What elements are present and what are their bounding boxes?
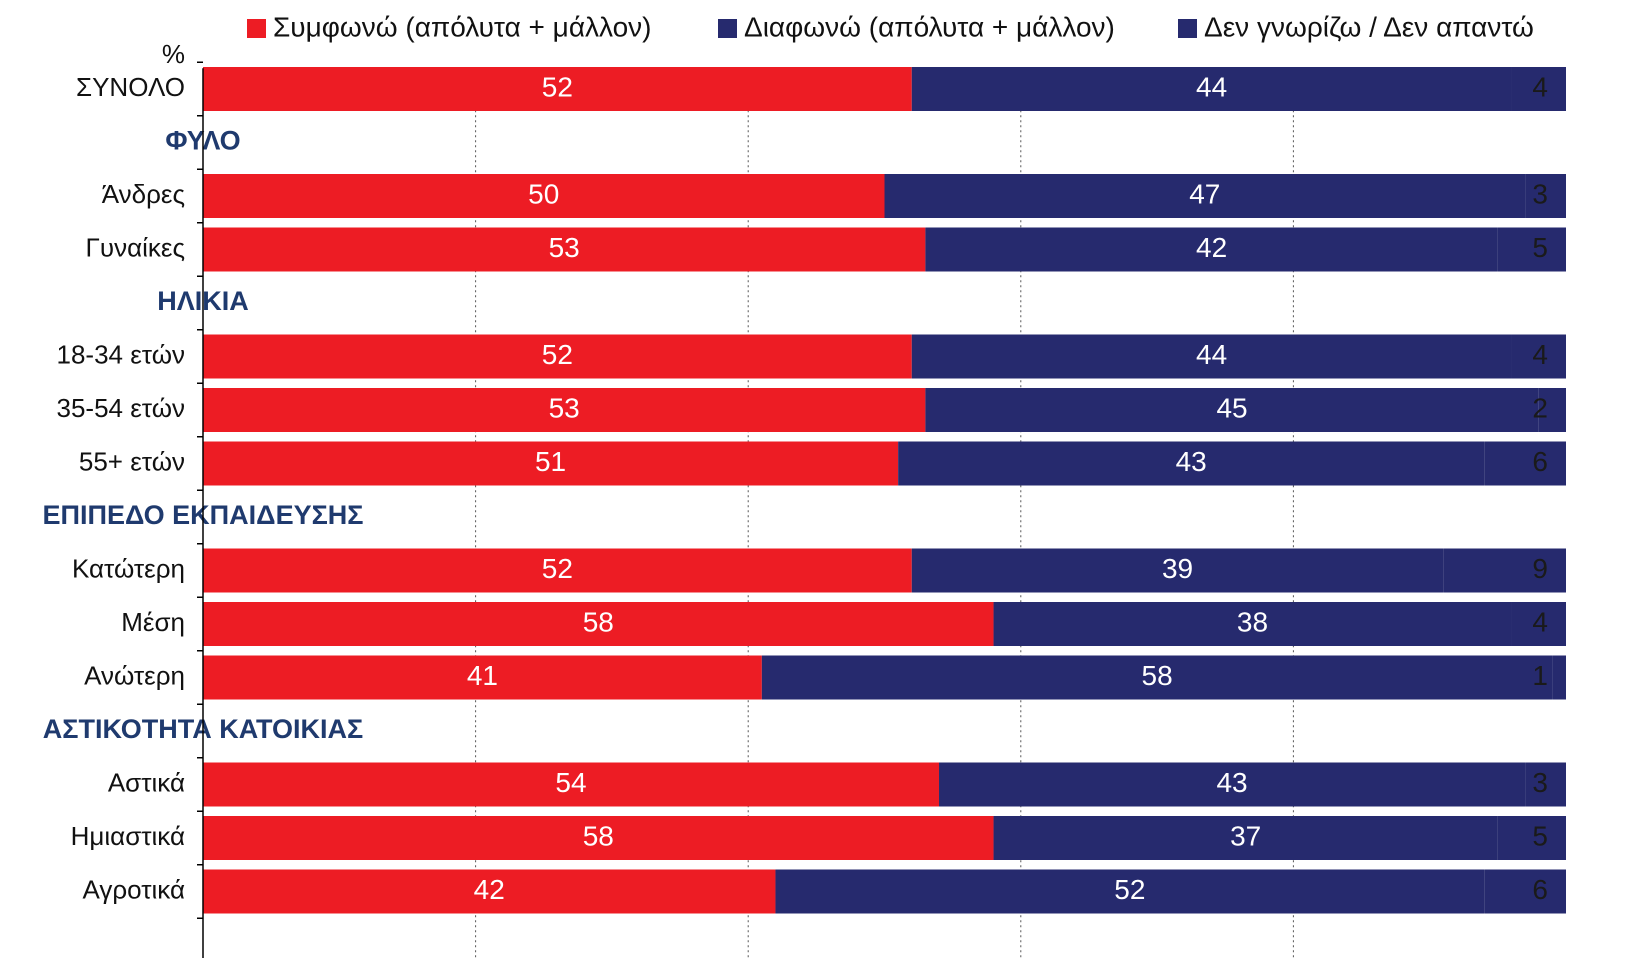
bar-segment	[925, 388, 1539, 432]
data-label: 38	[1237, 606, 1268, 637]
bar-segment	[1497, 227, 1566, 272]
data-label: 3	[1532, 178, 1548, 209]
y-tick-label: Ημιαστικά	[71, 821, 185, 851]
bar-segment	[898, 441, 1485, 486]
y-tick-label: 35-54 ετών	[56, 393, 185, 423]
bar-segment	[993, 816, 1498, 860]
data-label: 58	[583, 820, 614, 851]
data-label: 58	[583, 606, 614, 637]
data-label: 52	[542, 553, 573, 584]
data-label: 54	[555, 767, 586, 798]
bar-segment	[911, 334, 1512, 379]
data-label: 42	[474, 874, 505, 905]
data-label: 47	[1189, 178, 1220, 209]
data-label: 6	[1532, 446, 1548, 477]
bar-segment	[1511, 67, 1566, 111]
y-tick-label: ΣΥΝΟΛΟ	[76, 72, 185, 102]
y-tick-label: 55+ ετών	[79, 446, 185, 476]
bar-segment	[1484, 441, 1566, 486]
bar-segment	[203, 388, 926, 432]
bar-segment	[1497, 816, 1566, 860]
y-tick-label: Ανώτερη	[84, 660, 185, 690]
bar-segment	[1552, 655, 1566, 700]
data-label: 5	[1532, 232, 1548, 263]
bar-segment	[203, 816, 994, 860]
data-label: 52	[542, 339, 573, 370]
bar-segment	[939, 762, 1526, 807]
data-label: 52	[542, 71, 573, 102]
data-label: 45	[1216, 392, 1247, 423]
bar-segment	[203, 67, 912, 111]
data-label: 2	[1532, 392, 1548, 423]
data-label: 52	[1114, 874, 1145, 905]
data-label: 42	[1196, 232, 1227, 263]
y-tick-label: Μέση	[121, 607, 185, 637]
data-label: 5	[1532, 820, 1548, 851]
bar-segment	[1525, 174, 1566, 218]
data-label: 44	[1196, 71, 1227, 102]
bar-segment	[1538, 388, 1566, 432]
bar-segment	[925, 227, 1498, 272]
bar-segment	[761, 655, 1553, 700]
data-label: 43	[1216, 767, 1247, 798]
y-tick-label: Άνδρες	[102, 179, 185, 209]
bar-segment	[1511, 602, 1566, 646]
data-label: 53	[549, 232, 580, 263]
bar-segment	[203, 869, 776, 914]
bar-segment	[203, 174, 885, 218]
data-label: 4	[1532, 606, 1548, 637]
axis-unit-label: %	[162, 39, 185, 69]
legend-label: Συμφωνώ (απόλυτα + μάλλον)	[273, 11, 651, 42]
bar-segment	[884, 174, 1526, 218]
y-tick-label: Αστικά	[108, 767, 185, 797]
bar-segment	[911, 67, 1512, 111]
bar-segment	[1511, 334, 1566, 379]
bar-segment	[203, 334, 912, 379]
legend-swatch	[247, 19, 266, 38]
data-label: 6	[1532, 874, 1548, 905]
data-label: 53	[549, 392, 580, 423]
legend-swatch	[718, 19, 737, 38]
bar-segment	[203, 655, 762, 700]
bar-segment	[203, 227, 926, 272]
legend-label: Δεν γνωρίζω / Δεν απαντώ	[1204, 11, 1534, 42]
y-tick-label: Γυναίκες	[86, 232, 185, 262]
legend-label: Διαφωνώ (απόλυτα + μάλλον)	[744, 11, 1115, 42]
data-label: 4	[1532, 71, 1548, 102]
bar-segment	[775, 869, 1485, 914]
bar-segment	[911, 548, 1444, 593]
y-tick-label: 18-34 ετών	[56, 339, 185, 369]
bar-segment	[1484, 869, 1566, 914]
bar-segment	[1525, 762, 1566, 807]
data-label: 39	[1162, 553, 1193, 584]
legend-swatch	[1178, 19, 1197, 38]
bar-segment	[1443, 548, 1566, 593]
data-label: 37	[1230, 820, 1261, 851]
bar-segment	[203, 602, 994, 646]
data-label: 9	[1532, 553, 1548, 584]
y-tick-label: Κατώτερη	[72, 553, 185, 583]
data-label: 3	[1532, 767, 1548, 798]
data-label: 4	[1532, 339, 1548, 370]
data-label: 1	[1532, 660, 1548, 691]
bar-segment	[203, 441, 899, 486]
data-label: 41	[467, 660, 498, 691]
data-label: 50	[528, 178, 559, 209]
y-tick-label: Αγροτικά	[82, 874, 185, 904]
bar-segment	[203, 548, 912, 593]
data-label: 43	[1176, 446, 1207, 477]
bar-segment	[993, 602, 1512, 646]
bar-segment	[203, 762, 940, 807]
data-label: 51	[535, 446, 566, 477]
data-label: 44	[1196, 339, 1227, 370]
data-label: 58	[1142, 660, 1173, 691]
